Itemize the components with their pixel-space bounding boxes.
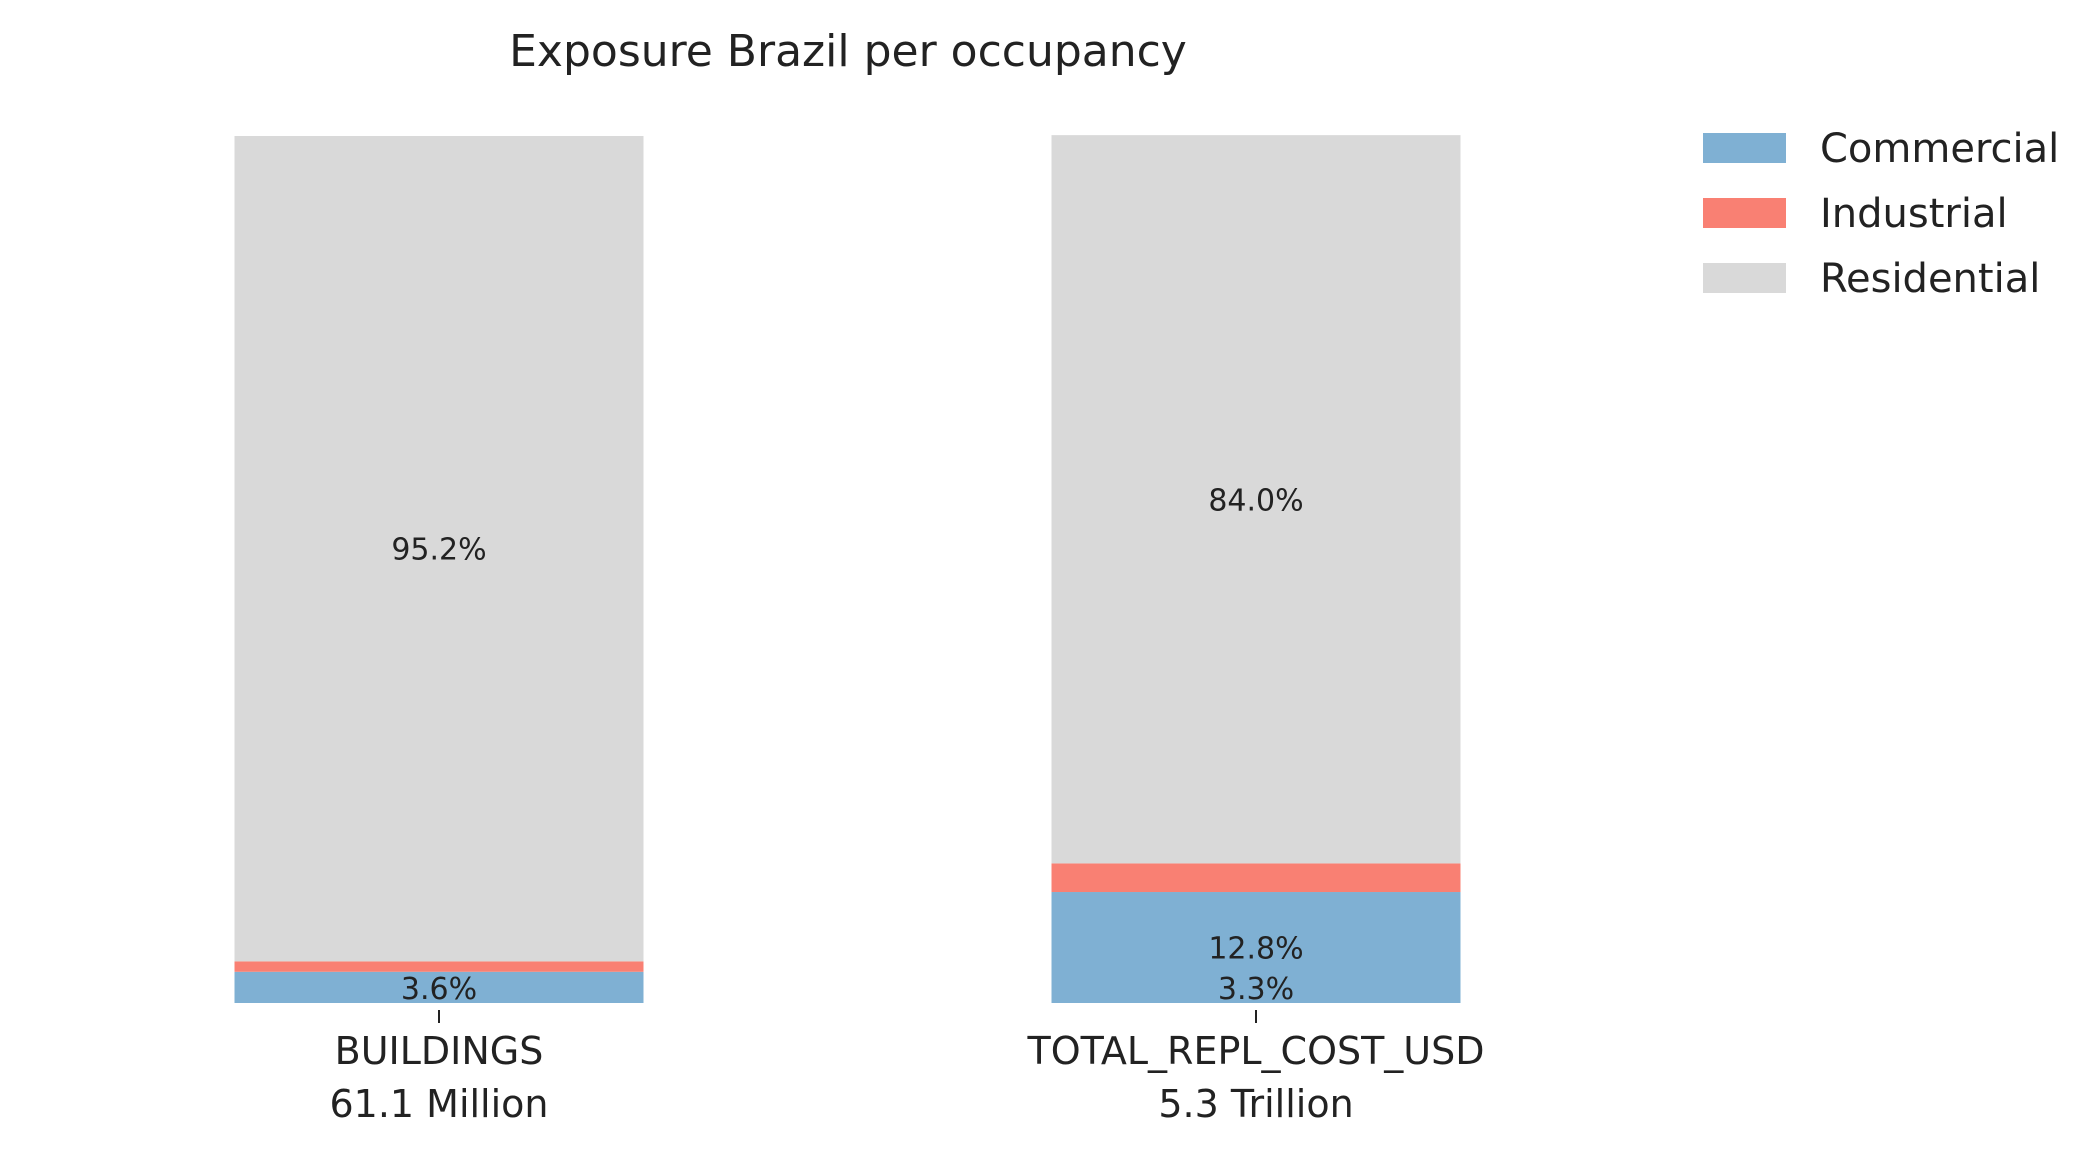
legend-label-industrial: Industrial xyxy=(1820,191,2008,237)
legend-swatch-industrial xyxy=(1703,198,1786,228)
legend-item-industrial: Industrial xyxy=(1703,191,2008,237)
x-tick-total-0: 61.1 Million xyxy=(329,1082,548,1126)
x-axis: BUILDINGS 61.1 Million TOTAL_REPL_COST_USD… xyxy=(329,1010,1485,1126)
legend-item-residential: Residential xyxy=(1703,256,2040,302)
legend-swatch-residential xyxy=(1703,263,1786,293)
legend-swatch-commercial xyxy=(1703,133,1786,163)
chart-title: Exposure Brazil per occupancy xyxy=(509,26,1187,77)
data-labels-layer: 3.6% 95.2% 12.8% 3.3% 84.0% xyxy=(391,483,1303,1007)
bar-segment-industrial-0 xyxy=(234,961,644,972)
bar-segment-residential-0 xyxy=(234,136,644,962)
data-label-residential-1: 84.0% xyxy=(1208,483,1303,518)
data-label-commercial-1: 12.8% xyxy=(1208,932,1303,967)
bars-layer xyxy=(234,135,1461,1003)
bar-segment-industrial-1 xyxy=(1051,863,1461,893)
x-tick-label-0: BUILDINGS xyxy=(335,1029,544,1073)
x-tick-total-1: 5.3 Trillion xyxy=(1158,1082,1353,1126)
data-label-residential-0: 95.2% xyxy=(391,533,486,568)
legend: Commercial Industrial Residential xyxy=(1703,126,2059,302)
legend-label-commercial: Commercial xyxy=(1820,126,2059,172)
x-tick-label-1: TOTAL_REPL_COST_USD xyxy=(1026,1029,1484,1073)
legend-item-commercial: Commercial xyxy=(1703,126,2059,172)
bar-segment-residential-1 xyxy=(1051,135,1461,864)
legend-label-residential: Residential xyxy=(1820,256,2040,302)
data-label-commercial-0: 3.6% xyxy=(401,972,477,1007)
data-label-industrial-1: 3.3% xyxy=(1218,972,1294,1007)
bar-segment-commercial-1 xyxy=(1051,892,1461,1003)
bar-segment-commercial-0 xyxy=(234,971,644,1003)
